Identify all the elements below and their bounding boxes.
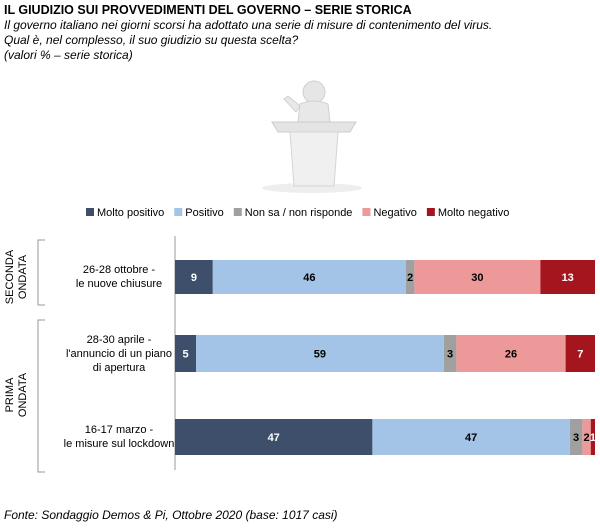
data-label: 9: [191, 272, 197, 284]
legend-label: Molto negativo: [438, 207, 510, 219]
data-label: 46: [303, 272, 315, 284]
source: Fonte: Sondaggio Demos & Pi, Ottobre 202…: [4, 508, 338, 522]
category-label: 16-17 marzo - le misure sul lockdown: [63, 424, 175, 450]
subtitle: Il governo italiano nei giorni scorsi ha…: [4, 18, 493, 32]
data-label: 3: [447, 348, 453, 360]
data-label: 3: [573, 432, 579, 444]
note: (valori % – serie storica): [4, 48, 133, 62]
data-label: 5: [182, 348, 188, 360]
legend-swatch: [426, 208, 435, 216]
legend-swatch: [362, 208, 371, 216]
data-label: 1: [590, 432, 596, 444]
data-label: 2: [584, 432, 590, 444]
legend-label: Positivo: [185, 207, 224, 219]
bar-segment: [443, 335, 457, 372]
group-label: PRIMA ONDATA: [4, 372, 29, 418]
subtitle: Qual è, nel complesso, il suo giudizio s…: [4, 33, 299, 47]
legend-label: Molto positivo: [97, 207, 164, 219]
category-label: 26-28 ottobre - le nuove chiusure: [75, 264, 163, 290]
data-label: 7: [577, 348, 583, 360]
bar-segment: [372, 419, 570, 455]
bar-segment: [582, 419, 591, 455]
data-label: 30: [471, 272, 483, 284]
bar-segment: [565, 335, 595, 372]
group-bracket: [37, 239, 45, 306]
bar-segment: [590, 419, 595, 455]
data-label: 13: [562, 272, 574, 284]
title: IL GIUDIZIO SUI PROVVEDIMENTI DEL GOVERN…: [4, 3, 412, 17]
category-label: 28-30 aprile - l'annuncio di un piano di…: [65, 333, 173, 374]
data-label: 26: [505, 348, 517, 360]
data-label: 47: [465, 432, 477, 444]
data-label: 47: [268, 432, 280, 444]
bar-segment: [175, 419, 373, 455]
bar-segment: [175, 260, 213, 294]
legend-label: Non sa / non risponde: [245, 207, 353, 219]
data-label: 59: [314, 348, 326, 360]
bar-segment: [540, 260, 595, 294]
bar-segment: [456, 335, 566, 372]
bar-segment: [212, 260, 406, 294]
legend-label: Negativo: [373, 207, 416, 219]
bar-segment: [196, 335, 444, 372]
bar-segment: [406, 260, 415, 294]
group-bracket: [37, 319, 45, 473]
bar-segment: [414, 260, 541, 294]
legend-swatch: [233, 208, 242, 216]
illustration: [262, 80, 362, 193]
data-label: 2: [407, 272, 413, 284]
group-label: SECONDA ONDATA: [4, 249, 29, 305]
bar-segment: [175, 335, 196, 372]
bar-segment: [569, 419, 583, 455]
legend-swatch: [174, 208, 183, 216]
legend-swatch: [86, 208, 94, 216]
